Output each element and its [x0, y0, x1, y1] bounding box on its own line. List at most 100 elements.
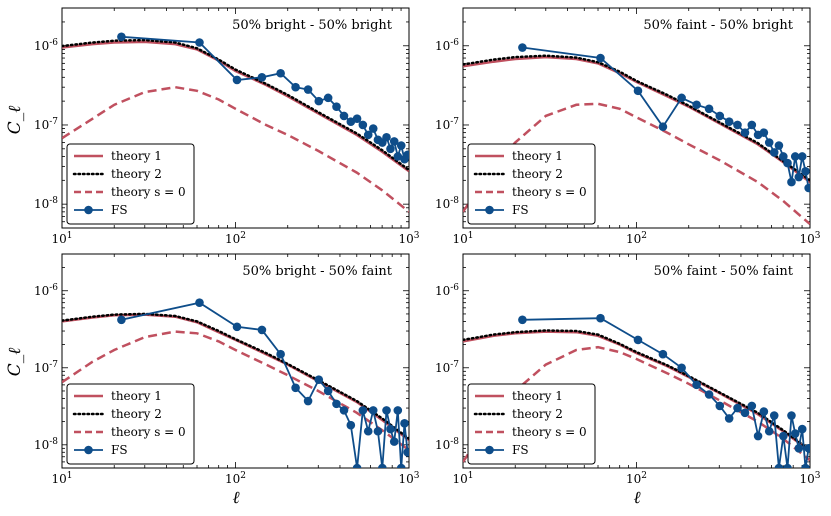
fs-point: [753, 431, 763, 441]
x-tick-label: 102: [626, 471, 647, 486]
fs-point: [339, 111, 349, 121]
series-group: [463, 313, 810, 468]
xlabel-left: ℓ: [232, 488, 239, 508]
series-dashed: [463, 345, 810, 463]
fs-point: [303, 396, 313, 406]
fs-point: [658, 122, 668, 132]
fs-point: [314, 375, 324, 385]
fs-point: [332, 102, 341, 112]
x-tick-label: 103: [799, 231, 820, 246]
fs-point: [232, 322, 242, 332]
fs-point: [314, 96, 324, 106]
series-group: [463, 43, 810, 226]
legend-label: FS: [111, 443, 128, 457]
legend-marker: [84, 445, 93, 455]
fs-point: [389, 437, 399, 446]
x-tick-label: 102: [225, 231, 246, 246]
fs-point: [715, 401, 725, 411]
legend-label: theory 1: [111, 149, 162, 163]
fs-point: [733, 120, 742, 130]
fs-point: [389, 137, 399, 146]
series-dotted: [463, 54, 810, 182]
axis-ticks: [61, 7, 409, 229]
legend-marker: [485, 445, 494, 455]
fs-point: [704, 104, 714, 114]
x-tick-label: 103: [799, 471, 820, 486]
fs-point: [740, 408, 750, 418]
fs-point: [352, 114, 362, 124]
fs-point: [790, 152, 800, 161]
x-tick-label: 101: [452, 231, 473, 246]
fs-point: [801, 463, 810, 468]
legend: theory 1 theory 2 theory s = 0 FS: [467, 383, 596, 465]
y-tick-label: 10-8: [34, 437, 58, 452]
fs-point: [291, 82, 300, 92]
fs-point: [358, 406, 368, 415]
fs-point: [797, 424, 807, 434]
panel-bright-faint: 101 102 103 10-8 10-7 10-6 50% bright - 50% fa…: [34, 253, 420, 486]
y-tick-label: 10-6: [435, 38, 459, 53]
fs-point: [378, 463, 387, 468]
fs-point: [677, 93, 686, 103]
fs-point: [779, 152, 788, 161]
x-tick-label: 102: [225, 471, 246, 486]
fs-point: [658, 349, 668, 359]
fs-point: [801, 167, 810, 176]
legend-label: FS: [512, 443, 529, 457]
fs-point: [352, 463, 362, 468]
legend-label: FS: [111, 203, 128, 217]
x-tick-label: 101: [452, 471, 473, 486]
fs-point: [382, 132, 391, 142]
fs-point: [633, 86, 643, 96]
legend-label: theory 1: [512, 149, 563, 163]
fs-point: [323, 93, 333, 103]
fs-point: [764, 426, 774, 436]
fs-point: [363, 426, 373, 436]
ylabel-top: C_ℓ: [5, 106, 25, 135]
series-group: [62, 32, 409, 213]
series-dashed: [463, 102, 810, 226]
xlabel-right: ℓ: [633, 488, 640, 508]
panel-faint-faint: 101 102 103 10-8 10-7 10-6 50% faint - 50% fai…: [435, 253, 821, 486]
legend-label: theory 2: [512, 407, 563, 421]
fs-point: [596, 53, 605, 63]
fs-point: [373, 426, 383, 436]
x-tick-label: 103: [398, 231, 419, 246]
axis-ticks: [61, 253, 409, 469]
legend-box: [66, 383, 195, 465]
panel-bright-bright: 101 102 103 10-8 10-7 10-6 50% bright - 50% br…: [34, 7, 420, 246]
fs-point: [774, 141, 784, 150]
y-tick-label: 10-8: [435, 196, 459, 211]
fs-point: [724, 117, 734, 126]
legend-box: [467, 383, 596, 465]
fs-point: [769, 411, 779, 420]
fs-point: [368, 124, 378, 133]
fs-point: [747, 401, 757, 411]
legend-label: theory 1: [111, 389, 162, 403]
legend-label: theory 1: [512, 389, 563, 403]
legend-label: theory 2: [111, 407, 162, 421]
y-tick-label: 10-7: [34, 360, 58, 375]
y-tick-label: 10-8: [435, 437, 459, 452]
fs-point: [396, 463, 406, 468]
ylabel-bottom: C_ℓ: [5, 348, 25, 377]
fs-point: [677, 363, 686, 373]
fs-point: [759, 407, 769, 416]
fs-point: [400, 419, 409, 428]
y-tick-label: 10-7: [435, 360, 459, 375]
fs-point: [779, 431, 788, 441]
fs-point: [715, 111, 725, 121]
legend-label: theory 2: [512, 167, 563, 181]
fs-point: [783, 463, 792, 468]
legend-marker: [84, 205, 93, 215]
fs-point: [386, 144, 395, 154]
x-tick-label: 102: [626, 231, 647, 246]
fs-point: [323, 386, 333, 396]
legend-marker: [485, 205, 494, 215]
fs-point: [518, 315, 527, 325]
fs-point: [195, 38, 204, 47]
series-dotted: [62, 38, 409, 172]
fs-point: [363, 130, 373, 140]
fs-point: [787, 411, 796, 420]
legend-label: theory s = 0: [512, 185, 587, 199]
